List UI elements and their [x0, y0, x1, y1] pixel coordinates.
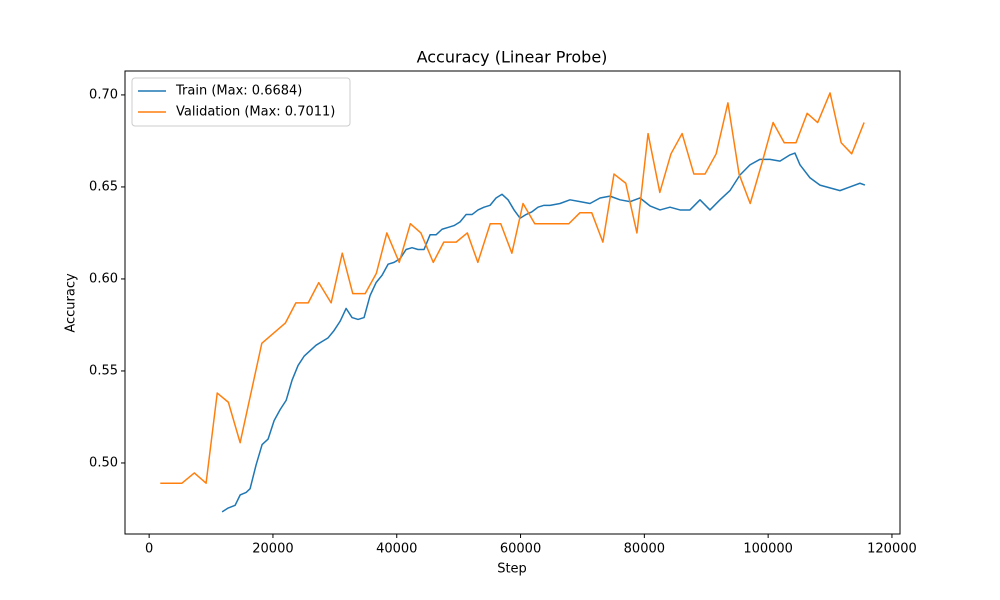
legend-box [131, 77, 351, 127]
x-tick-label: 0 [145, 542, 153, 557]
x-tick-label: 20000 [252, 542, 293, 557]
x-axis-label: Step [497, 562, 527, 577]
axes-frame [124, 70, 901, 535]
y-tick-label: 0.65 [89, 179, 118, 194]
series-line [221, 152, 866, 513]
y-tick-label: 0.50 [89, 455, 118, 470]
x-tick-label: 80000 [624, 542, 665, 557]
x-tick-label: 60000 [500, 542, 541, 557]
legend-label: Validation (Max: 0.7011) [176, 105, 335, 120]
x-tick-label: 120000 [867, 542, 917, 557]
chart-title: Accuracy (Linear Probe) [417, 48, 608, 67]
series-line [160, 92, 865, 484]
y-axis-label: Accuracy [64, 273, 79, 333]
y-tick-label: 0.70 [89, 87, 118, 102]
legend: Train (Max: 0.6684) Validation (Max: 0.70… [131, 77, 351, 127]
y-tick-label: 0.55 [89, 363, 118, 378]
x-tick-label: 40000 [376, 542, 417, 557]
x-tick-label: 100000 [743, 542, 793, 557]
y-tick-label: 0.60 [89, 271, 118, 286]
legend-label: Train (Max: 0.6684) [175, 84, 302, 99]
